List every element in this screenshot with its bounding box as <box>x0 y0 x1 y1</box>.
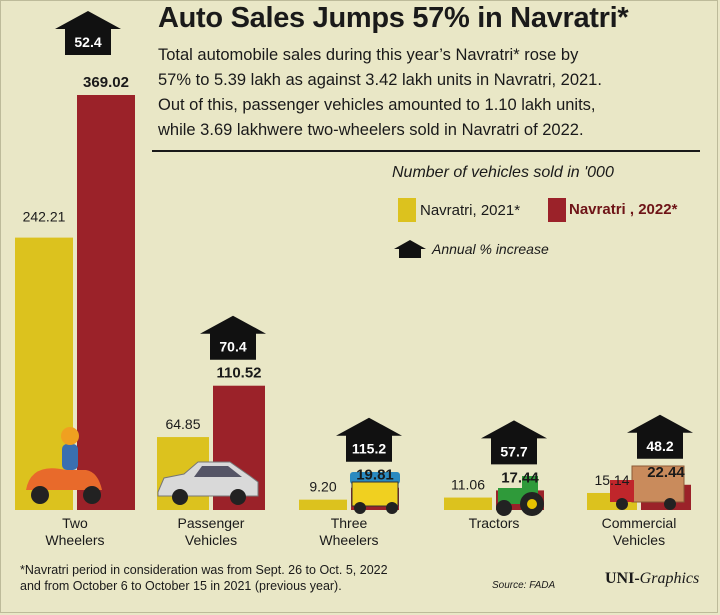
scooter-icon <box>26 427 102 504</box>
tractor-icon <box>496 476 544 516</box>
title-divider <box>152 150 700 152</box>
legend-label-2022: Navratri , 2022* <box>569 201 678 218</box>
pct-increase-arrow-tractors: 57.7 <box>481 420 547 465</box>
truck-rear-wheel <box>664 498 676 510</box>
bar-2021-tractors <box>444 497 492 510</box>
category-label-three-wheelers-0: Three <box>331 515 368 531</box>
category-label-tractors-0: Tractors <box>469 515 520 531</box>
tractor-front-wheel <box>496 500 512 516</box>
arrow-shape <box>55 11 121 55</box>
category-label-two-wheelers-0: Two <box>62 515 88 531</box>
bar-2022-two-wheelers <box>77 95 135 510</box>
category-label-commercial-vehicles-1: Vehicles <box>613 532 665 548</box>
tractor-cab <box>522 476 538 490</box>
category-label-passenger-vehicles-1: Vehicles <box>185 532 237 548</box>
car-rear-wheel <box>172 489 188 505</box>
value-label-2021-three-wheelers: 9.20 <box>309 479 336 495</box>
rider-body <box>62 444 78 470</box>
legend-arrow-icon <box>394 240 426 258</box>
footnote-line-1: *Navratri period in consideration was fr… <box>20 563 388 577</box>
car-front-wheel <box>230 489 246 505</box>
arrow-shape <box>336 417 402 462</box>
footnote-line-2: and from October 6 to October 15 in 2021… <box>20 579 342 593</box>
arrow-shape <box>200 315 266 360</box>
truck-icon <box>610 465 685 510</box>
rickshaw-wheel-front <box>386 502 398 514</box>
credit-logo: UNI-Graphics <box>605 570 699 588</box>
legend-label-2021: Navratri, 2021* <box>420 202 521 219</box>
value-label-2021-two-wheelers: 242.21 <box>23 209 66 225</box>
credit-main: UNI- <box>605 570 640 587</box>
description-line-4: while 3.69 lakhwere two-wheelers sold in… <box>158 121 584 139</box>
scooter-front-wheel <box>83 486 101 504</box>
arrow-shape <box>481 420 547 465</box>
pct-increase-arrow-commercial-vehicles: 48.2 <box>627 414 693 459</box>
tractor-hub <box>527 499 537 509</box>
legend-arrow-label: Annual % increase <box>432 241 549 257</box>
pct-increase-label-passenger-vehicles: 70.4 <box>219 339 246 355</box>
description-line-1: Total automobile sales during this year’… <box>158 46 579 64</box>
value-label-2022-tractors: 17.44 <box>501 469 539 486</box>
pct-increase-arrow-passenger-vehicles: 70.4 <box>200 315 266 360</box>
arrow-shape <box>627 414 693 459</box>
rider-helmet <box>61 427 79 445</box>
category-label-three-wheelers-1: Wheelers <box>319 532 378 548</box>
car-icon <box>157 461 259 505</box>
description-line-3: Out of this, passenger vehicles amounted… <box>158 96 596 114</box>
value-label-2021-tractors: 11.06 <box>451 477 485 493</box>
value-label-2022-two-wheelers: 369.02 <box>83 74 129 91</box>
rickshaw-roof <box>350 472 400 484</box>
rickshaw-body <box>351 481 399 507</box>
chart-title: Auto Sales Jumps 57% in Navratri* <box>158 2 629 34</box>
category-label-passenger-vehicles-0: Passenger <box>178 515 245 531</box>
pct-increase-label-commercial-vehicles: 48.2 <box>646 438 673 454</box>
value-label-2022-three-wheelers: 19.81 <box>356 467 394 484</box>
category-label-commercial-vehicles-0: Commercial <box>602 515 677 531</box>
truck-front-wheel <box>616 498 628 510</box>
truck-cargo <box>631 465 685 503</box>
pct-increase-arrow-two-wheelers: 52.4 <box>55 11 121 55</box>
truck-cab <box>610 480 634 502</box>
scooter-rear-wheel <box>31 486 49 504</box>
pct-increase-label-three-wheelers: 115.2 <box>352 441 386 457</box>
legend-swatch-2021 <box>398 198 416 222</box>
auto-rickshaw-icon <box>350 472 400 514</box>
rickshaw-wheel-rear <box>354 502 366 514</box>
pct-increase-arrow-three-wheelers: 115.2 <box>336 417 402 462</box>
bar-2021-three-wheelers <box>299 499 347 510</box>
credit-sub: Graphics <box>639 570 700 587</box>
car-window <box>194 466 242 477</box>
pct-increase-label-two-wheelers: 52.4 <box>74 34 101 50</box>
scooter-body <box>26 468 102 490</box>
pct-increase-label-tractors: 57.7 <box>500 443 527 459</box>
value-label-2022-commercial-vehicles: 22.44 <box>647 464 685 481</box>
value-label-2022-passenger-vehicles: 110.52 <box>216 365 261 382</box>
category-label-two-wheelers-1: Wheelers <box>45 532 104 548</box>
source-note: Source: FADA <box>492 580 556 591</box>
value-label-2021-passenger-vehicles: 64.85 <box>165 416 200 432</box>
value-label-2021-commercial-vehicles: 15.14 <box>594 472 629 488</box>
legend-heading: Number of vehicles sold in '000 <box>392 164 614 181</box>
legend-swatch-2022 <box>548 198 566 222</box>
description-line-2: 57% to 5.39 lakh as against 3.42 lakh un… <box>158 71 602 89</box>
